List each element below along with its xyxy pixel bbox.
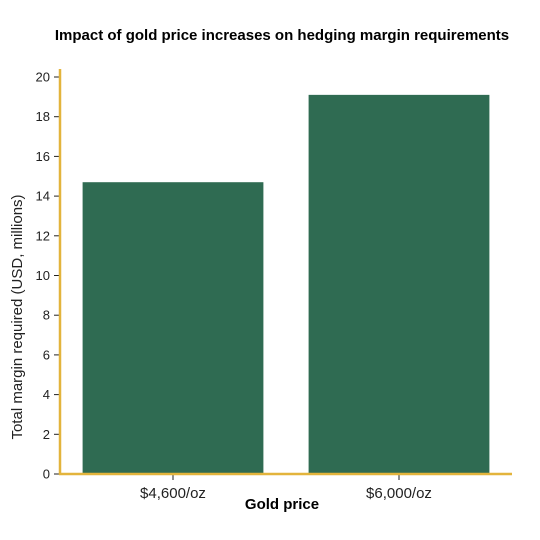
y-axis-ticks: 0 2 4 6 8 10 12 14 16 18 20: [36, 70, 60, 482]
y-tick-label: 4: [43, 387, 50, 402]
y-tick-label: 14: [36, 189, 50, 204]
x-category-label: $6,000/oz: [366, 485, 432, 502]
bar-2: [308, 94, 490, 475]
y-tick-label: 8: [43, 308, 50, 323]
y-tick-label: 12: [36, 228, 50, 243]
x-axis-label: Gold price: [245, 496, 319, 513]
x-category-label: $4,600/oz: [140, 485, 206, 502]
y-tick-label: 10: [36, 268, 50, 283]
chart-title: Impact of gold price increases on hedgin…: [55, 27, 509, 44]
y-tick-label: 0: [43, 467, 50, 482]
y-tick-label: 2: [43, 427, 50, 442]
y-axis-label: Total margin required (USD, millions): [9, 194, 26, 439]
y-tick-label: 6: [43, 347, 50, 362]
y-tick-label: 20: [36, 70, 50, 85]
bar-1: [82, 182, 264, 474]
y-tick-label: 18: [36, 109, 50, 124]
y-tick-label: 16: [36, 149, 50, 164]
bars-group: [82, 94, 490, 475]
